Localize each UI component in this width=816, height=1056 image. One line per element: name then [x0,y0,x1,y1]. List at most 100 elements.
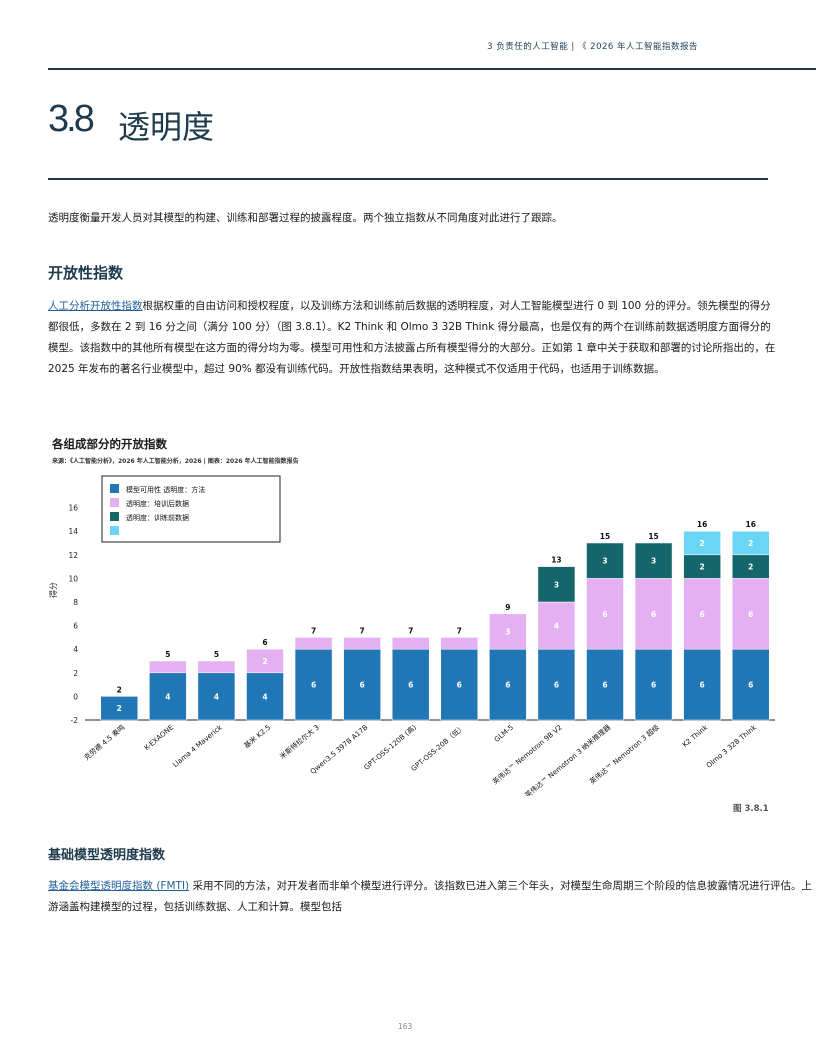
fmti-link[interactable]: 基金会模型透明度指数 (FMTI) [48,880,190,892]
segment-value-label: 2 [262,657,267,666]
y-axis-label: 得分 [48,582,58,598]
y-tick-label: 16 [68,504,78,513]
bar-segment [391,637,430,650]
bar-segment [197,660,236,674]
bar-segment [683,648,721,721]
bar-segment [683,530,721,556]
segment-value-label: 6 [651,681,656,690]
bar-segment [537,601,576,650]
openness-index-link[interactable]: 人工分析开放性指数 [48,300,143,312]
bar-total-label: 15 [600,532,610,541]
segment-value-label: 6 [748,610,753,619]
segment-value-label: 6 [360,681,365,690]
x-tick-label: GLM-5 [493,723,515,743]
segment-value-label: 2 [748,563,753,572]
legend-entry-label: 透明度：培训后数据 [126,499,189,508]
section-title: 透明度 [118,108,215,146]
y-tick-label: 0 [73,692,78,701]
bar-segment [586,542,624,579]
chart-title: 各组成部分的开放指数 [52,437,167,451]
bar-segment [586,578,624,650]
bar-segment [634,578,673,650]
segment-value-label: 6 [700,610,705,619]
segment-value-label: 4 [214,692,219,701]
segment-value-label: 4 [165,692,170,701]
section-number: 3.8 [48,98,95,140]
bar-segment [634,542,673,579]
bar-total-label: 6 [262,638,267,647]
bar-segment [391,648,430,721]
bar-total-label: 2 [117,685,122,694]
segment-value-label: 2 [117,704,122,713]
fmti-heading: 基础模型透明度指数 [48,848,166,863]
bar-segment [246,672,284,721]
page-number: 163 [398,1022,413,1031]
running-head: 3 负责任的人工智能 | 《 2026 年人工智能指数报告 [487,42,698,52]
bar-segment [100,696,139,721]
segment-value-label: 6 [602,681,607,690]
chart-source: 来源：《人工智能分析》，2026 年人工智能分析，2026 | 图表：2026 … [52,458,299,465]
segment-value-label: 3 [602,557,607,566]
openness-body: 根据权重的自由访问和授权程度，以及训练方法和训练前后数据的透明程度，对人工智能模… [48,300,776,375]
fmti-body: 采用不同的方法，对开发者而非单个模型进行评分。该指数已进入第三个年头，对模型生命… [48,880,812,913]
bar-total-label: 7 [311,626,316,635]
header-rule [48,68,816,70]
x-tick-label: K2 Think [681,723,710,749]
legend-swatch [110,484,119,493]
y-tick-label: 12 [68,551,78,560]
openness-stacked-bar-chart: 得分 -2 0 2 4 6 8 10 12 14 16 2 2 克劳德 4.5 奏鸣 4 5 K-EXAONE 4… [48,475,775,796]
bar-total-label: 13 [551,556,561,565]
bar-segment [440,637,479,650]
y-tick-label: 2 [73,669,78,678]
x-tick-label: Olmo 3 32B Think [705,723,759,770]
intro-paragraph: 透明度衡量开发人员对其模型的构建、训练和部署过程的披露程度。两个独立指数从不同角… [48,212,563,224]
x-tick-label: GPT-OSS-20B（低） [409,723,467,773]
bar-total-label: 5 [165,650,170,659]
figure-label: 图 3.8.1 [733,804,769,814]
bar-segment [343,648,381,721]
segment-value-label: 3 [505,628,510,637]
segment-value-label: 3 [651,557,656,566]
legend-swatch [110,512,119,521]
bar-segment [343,637,381,650]
x-tick-label: 克劳德 4.5 奏鸣 [82,723,127,762]
bar-segment [149,660,187,674]
y-tick-label: 6 [73,622,78,631]
x-tick-label: GPT-OSS-120B (高) [362,722,418,771]
bar-total-label: 7 [408,626,413,635]
legend-swatch [110,498,119,507]
title-rule [48,178,768,180]
bar-total-label: 5 [214,650,219,659]
bar-segment [246,648,284,674]
x-tick-label: Llama 4 Maverick [171,723,224,769]
bar-segment [197,672,236,721]
fmti-paragraph: 基金会模型透明度指数 (FMTI) 采用不同的方法，对开发者而非单个模型进行评分… [48,876,813,918]
openness-paragraph: 人工分析开放性指数根据权重的自由访问和授权程度，以及训练方法和训练前后数据的透明… [48,296,778,380]
openness-heading: 开放性指数 [48,264,124,282]
segment-value-label: 2 [748,539,753,548]
segment-value-label: 6 [505,681,510,690]
bar-total-label: 15 [648,532,658,541]
bar-total-label: 16 [745,520,755,529]
bar-segment [440,648,479,721]
bar-segment [683,578,721,650]
segment-value-label: 6 [311,681,316,690]
bar-segment [537,566,576,603]
legend-entry-label: 透明度：训练前数据 [126,513,189,522]
y-tick-label: 10 [68,574,78,583]
segment-value-label: 6 [602,610,607,619]
segment-value-label: 4 [554,622,559,631]
bar-segment [586,648,624,721]
segment-value-label: 4 [262,692,267,701]
segment-value-label: 2 [700,539,705,548]
legend-swatch [110,526,119,535]
bar-total-label: 16 [697,520,707,529]
y-tick-label: 8 [73,598,78,607]
bar-total-label: 7 [360,626,365,635]
bar-segment [294,648,333,721]
bar-segment [634,648,673,721]
bar-segment [537,648,576,721]
x-tick-label: K-EXAONE [143,723,175,752]
segment-value-label: 6 [554,681,559,690]
bar-total-label: 9 [505,603,510,612]
